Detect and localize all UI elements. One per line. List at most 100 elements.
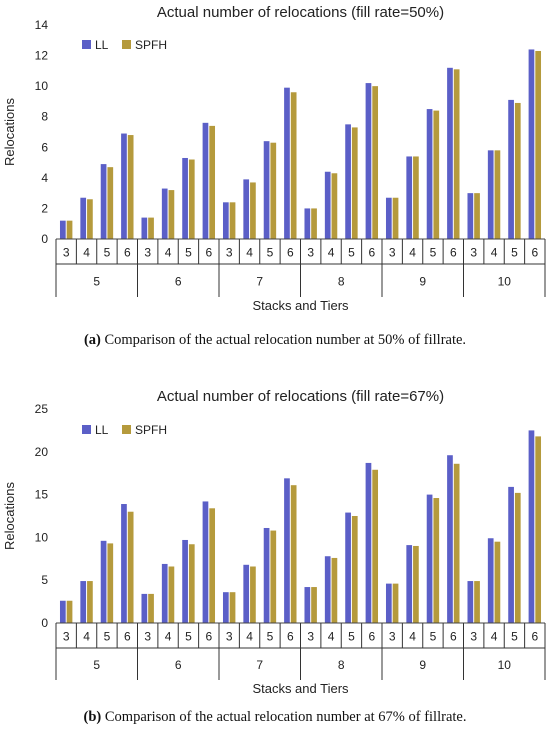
bar-spfh <box>270 142 277 239</box>
bar-spfh <box>474 581 480 623</box>
legend-swatch-ll <box>82 425 91 434</box>
tier-label: 3 <box>307 246 314 260</box>
bar-ll <box>345 124 351 239</box>
bar-ll <box>80 581 87 623</box>
bar-spfh <box>127 135 134 239</box>
bar-ll <box>222 592 229 623</box>
bar-spfh <box>66 600 73 623</box>
tier-label: 3 <box>470 246 477 260</box>
tier-label: 4 <box>328 246 335 260</box>
bar-ll <box>59 220 66 239</box>
bar-ll <box>528 430 535 623</box>
tier-label: 6 <box>124 246 131 260</box>
legend-swatch-ll <box>82 40 91 49</box>
tier-label: 4 <box>83 246 90 260</box>
tier-label: 5 <box>267 630 274 644</box>
bar-ll <box>222 202 229 239</box>
legend-label-ll: LL <box>95 423 109 437</box>
y-tick-label: 0 <box>41 232 48 246</box>
bar-spfh <box>87 199 93 239</box>
y-tick-label: 10 <box>35 79 49 93</box>
bar-ll <box>508 99 514 240</box>
chart-title: Actual number of relocations (fill rate=… <box>157 388 444 405</box>
bar-ll <box>182 157 188 239</box>
stack-label: 6 <box>175 658 182 672</box>
bar-ll <box>447 455 453 623</box>
caption-b: (b) Comparison of the actual relocation … <box>0 709 550 726</box>
bar-spfh <box>107 167 114 239</box>
bar-spfh <box>290 92 297 239</box>
bar-ll <box>121 504 127 623</box>
bar-spfh <box>453 69 460 239</box>
tier-label: 6 <box>287 630 294 644</box>
y-tick-label: 6 <box>41 140 48 154</box>
bar-ll <box>528 49 535 240</box>
stack-label: 5 <box>93 275 100 289</box>
bar-spfh <box>229 592 236 623</box>
bar-spfh <box>107 543 114 623</box>
bar-spfh <box>535 436 542 623</box>
tier-label: 3 <box>307 630 314 644</box>
tier-label: 5 <box>430 246 437 260</box>
bar-ll <box>243 179 250 239</box>
bar-spfh <box>229 202 236 239</box>
tier-label: 3 <box>226 630 233 644</box>
tier-label: 3 <box>470 630 477 644</box>
y-tick-label: 20 <box>35 445 49 459</box>
bar-ll <box>202 501 209 623</box>
bar-ll <box>365 83 372 239</box>
bar-spfh <box>148 217 154 239</box>
bar-ll <box>385 583 392 623</box>
bar-spfh <box>351 516 358 623</box>
tier-label: 5 <box>104 246 111 260</box>
bar-ll <box>324 171 331 239</box>
bar-spfh <box>413 156 419 239</box>
stack-label: 6 <box>175 275 182 289</box>
tier-label: 5 <box>104 630 111 644</box>
bar-ll <box>385 197 392 239</box>
bar-ll <box>263 527 270 623</box>
stack-label: 7 <box>256 275 263 289</box>
y-axis-label: Relocations <box>2 98 17 166</box>
tier-label: 4 <box>246 246 253 260</box>
y-tick-label: 15 <box>35 488 49 502</box>
bar-spfh <box>311 208 317 239</box>
bar-spfh <box>453 463 460 623</box>
bar-ll <box>182 539 188 623</box>
bar-spfh <box>209 125 216 239</box>
bar-ll <box>141 593 148 623</box>
tier-label: 6 <box>205 630 212 644</box>
chart-title: Actual number of relocations (fill rate=… <box>157 4 444 21</box>
tier-label: 4 <box>246 630 253 644</box>
y-tick-label: 14 <box>35 18 49 32</box>
relocations-chart-67: Actual number of relocations (fill rate=… <box>2 388 546 696</box>
bar-ll <box>467 193 474 239</box>
y-tick-label: 0 <box>41 616 48 630</box>
bar-spfh <box>474 193 480 239</box>
bar-spfh <box>535 50 542 239</box>
stack-label: 7 <box>256 658 263 672</box>
bar-ll <box>426 494 433 623</box>
tier-label: 4 <box>165 246 172 260</box>
bar-spfh <box>433 110 440 239</box>
x-axis-label: Stacks and Tiers <box>252 681 349 696</box>
bar-spfh <box>148 593 154 623</box>
relocations-chart-50: Actual number of relocations (fill rate=… <box>2 4 546 313</box>
tier-label: 6 <box>531 630 538 644</box>
bar-ll <box>284 478 290 623</box>
caption-a-text: Comparison of the actual relocation numb… <box>100 332 467 348</box>
bar-ll <box>141 217 148 239</box>
tier-label: 6 <box>205 246 212 260</box>
bar-ll <box>59 600 66 623</box>
bar-spfh <box>413 545 419 623</box>
tier-label: 4 <box>409 630 416 644</box>
bar-spfh <box>311 587 317 623</box>
bar-ll <box>487 150 494 239</box>
tier-label: 5 <box>430 630 437 644</box>
bar-spfh <box>290 485 297 623</box>
bar-ll <box>284 87 290 240</box>
bar-spfh <box>209 508 216 623</box>
x-axis-label: Stacks and Tiers <box>252 298 349 313</box>
stack-label: 9 <box>419 658 426 672</box>
stack-label: 8 <box>338 658 345 672</box>
